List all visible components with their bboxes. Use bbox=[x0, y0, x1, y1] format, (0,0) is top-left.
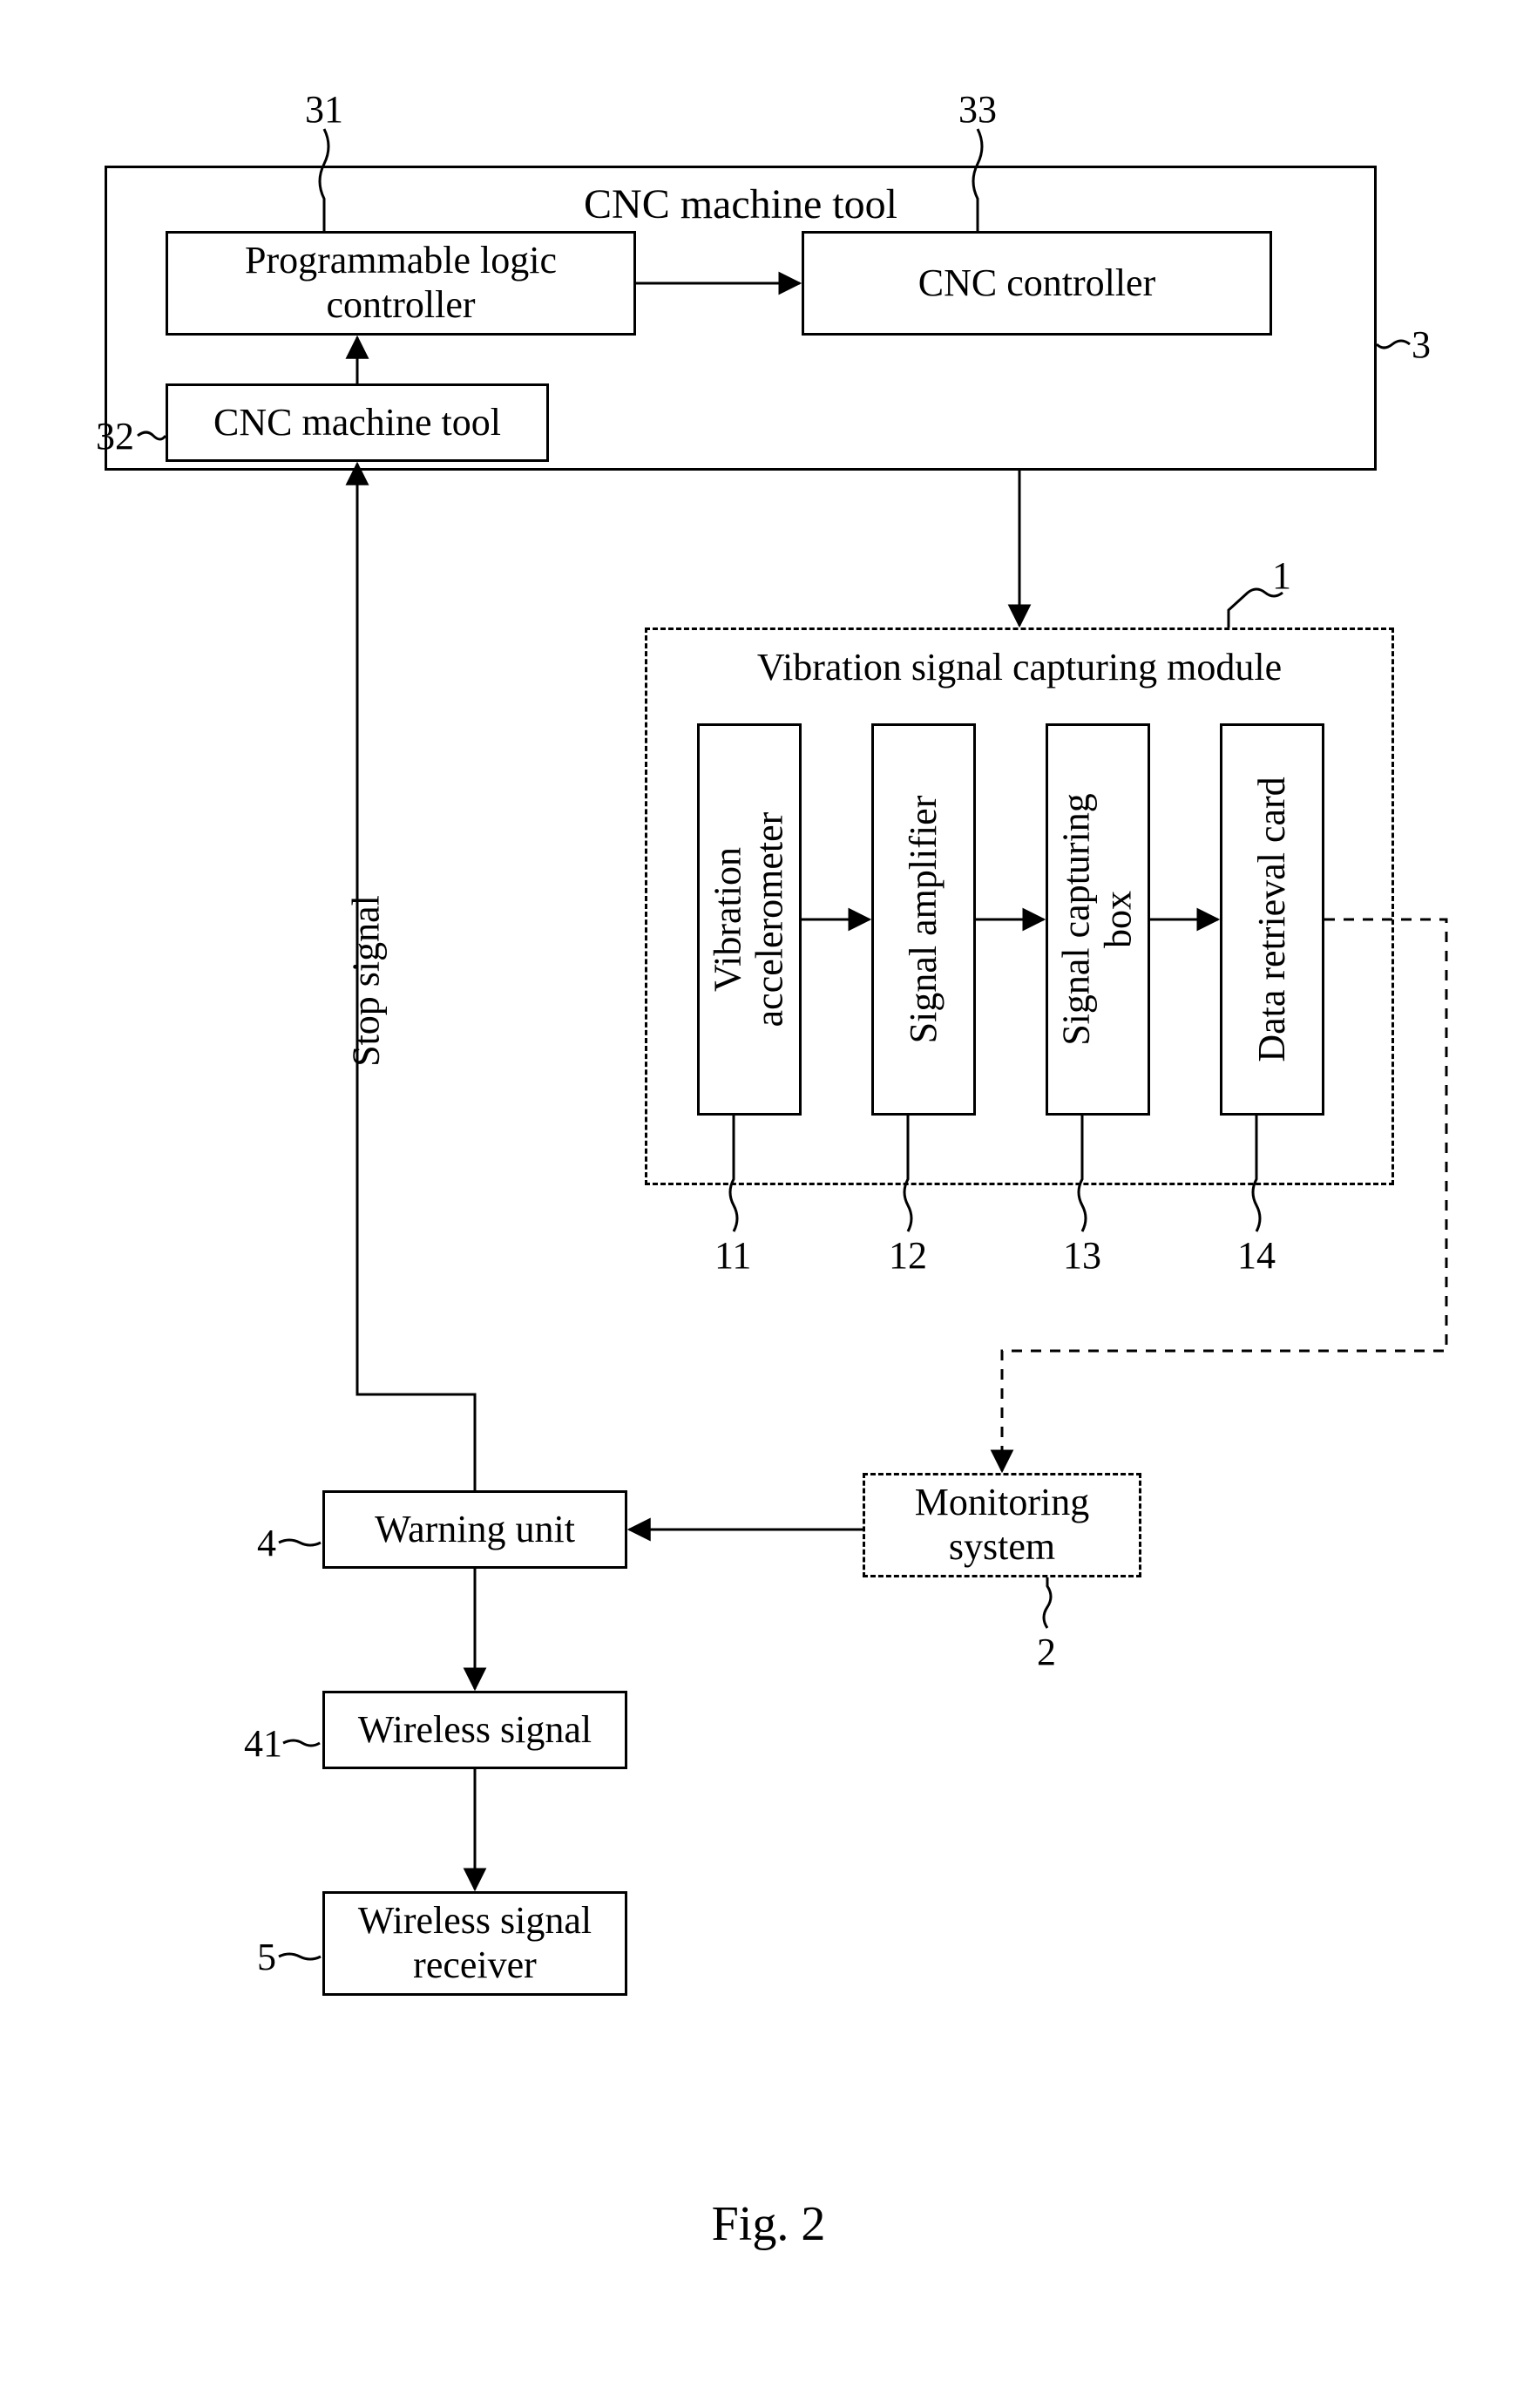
vibration-accelerometer-label: Vibrationaccelerometer bbox=[708, 812, 792, 1028]
ref-13: 13 bbox=[1063, 1233, 1101, 1278]
ref-5: 5 bbox=[257, 1935, 276, 1979]
warning-unit-box: Warning unit bbox=[322, 1490, 627, 1569]
monitoring-system-box: Monitoring system bbox=[863, 1473, 1141, 1577]
stop-signal-label: Stop signal bbox=[344, 885, 389, 1077]
wireless-receiver-box: Wireless signal receiver bbox=[322, 1891, 627, 1996]
vibration-accelerometer-box: Vibrationaccelerometer bbox=[697, 723, 802, 1116]
monitoring-system-label: Monitoring system bbox=[874, 1481, 1130, 1569]
ref-33: 33 bbox=[958, 87, 997, 132]
ref-12: 12 bbox=[889, 1233, 927, 1278]
data-retrieval-card-label: Data retrieval card bbox=[1251, 777, 1293, 1062]
figure-caption: Fig. 2 bbox=[712, 2196, 826, 2252]
vibration-module-title: Vibration signal capturing module bbox=[647, 646, 1391, 690]
ref-1: 1 bbox=[1272, 553, 1291, 598]
plc-box: Programmable logic controller bbox=[166, 231, 636, 336]
warning-unit-label: Warning unit bbox=[375, 1508, 575, 1552]
data-retrieval-card-box: Data retrieval card bbox=[1220, 723, 1324, 1116]
plc-label: Programmable logic controller bbox=[177, 239, 625, 327]
cnc-controller-box: CNC controller bbox=[802, 231, 1272, 336]
ref-11: 11 bbox=[714, 1233, 751, 1278]
wireless-signal-box: Wireless signal bbox=[322, 1691, 627, 1769]
signal-amplifier-box: Signal amplifier bbox=[871, 723, 976, 1116]
cnc-outer-title: CNC machine tool bbox=[107, 180, 1374, 228]
ref-14: 14 bbox=[1237, 1233, 1276, 1278]
cnc-controller-label: CNC controller bbox=[918, 261, 1156, 306]
wireless-receiver-label: Wireless signal receiver bbox=[334, 1899, 616, 1987]
signal-amplifier-label: Signal amplifier bbox=[903, 796, 945, 1044]
ref-41: 41 bbox=[244, 1721, 282, 1766]
ref-4: 4 bbox=[257, 1521, 276, 1565]
diagram-canvas: CNC machine tool Programmable logic cont… bbox=[0, 0, 1537, 2408]
ref-2: 2 bbox=[1037, 1630, 1056, 1674]
cnc-tool-box: CNC machine tool bbox=[166, 383, 549, 462]
wireless-signal-label: Wireless signal bbox=[358, 1708, 592, 1753]
cnc-tool-label: CNC machine tool bbox=[213, 401, 501, 445]
signal-capturing-box: Signal capturingbox bbox=[1046, 723, 1150, 1116]
signal-capturing-label: Signal capturingbox bbox=[1056, 793, 1141, 1046]
ref-32: 32 bbox=[96, 414, 134, 458]
ref-31: 31 bbox=[305, 87, 343, 132]
ref-3: 3 bbox=[1412, 322, 1431, 367]
